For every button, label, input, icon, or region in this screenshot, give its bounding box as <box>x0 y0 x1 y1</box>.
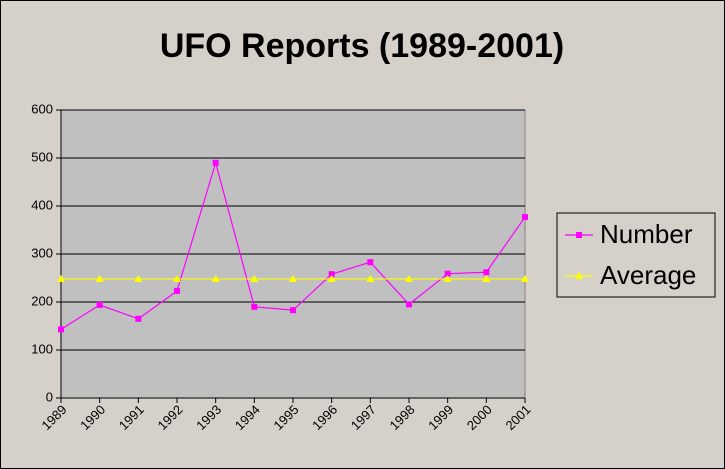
marker <box>135 315 142 322</box>
marker <box>95 274 104 282</box>
marker <box>96 301 103 308</box>
marker <box>57 274 65 282</box>
marker <box>211 274 220 282</box>
marker <box>444 270 451 277</box>
marker <box>327 274 336 282</box>
marker <box>482 274 491 282</box>
legend-label: Number <box>600 219 693 249</box>
y-tick-label: 400 <box>31 197 53 212</box>
marker <box>405 274 413 282</box>
marker <box>289 274 297 282</box>
legend <box>556 212 716 298</box>
y-tick-label: 300 <box>31 245 53 260</box>
marker <box>212 159 219 166</box>
marker <box>174 287 180 294</box>
marker <box>290 307 296 314</box>
marker <box>522 214 528 221</box>
marker <box>251 303 258 310</box>
marker <box>406 301 412 308</box>
y-tick-label: 500 <box>31 149 53 164</box>
marker <box>250 274 259 282</box>
marker <box>173 274 181 282</box>
y-tick-label: 100 <box>31 341 53 356</box>
marker <box>367 259 374 266</box>
marker <box>576 232 582 238</box>
chart-title: UFO Reports (1989-2001) <box>160 27 564 65</box>
marker <box>366 274 375 282</box>
marker <box>575 272 583 279</box>
marker <box>443 274 452 282</box>
y-tick-label: 0 <box>46 389 53 404</box>
y-tick-label: 200 <box>31 293 53 308</box>
marker <box>58 326 64 333</box>
marker <box>134 274 143 282</box>
marker <box>521 274 529 282</box>
y-tick-label: 600 <box>31 101 53 116</box>
marker <box>483 269 490 276</box>
marker <box>328 271 335 278</box>
legend-label: Average <box>600 260 696 290</box>
